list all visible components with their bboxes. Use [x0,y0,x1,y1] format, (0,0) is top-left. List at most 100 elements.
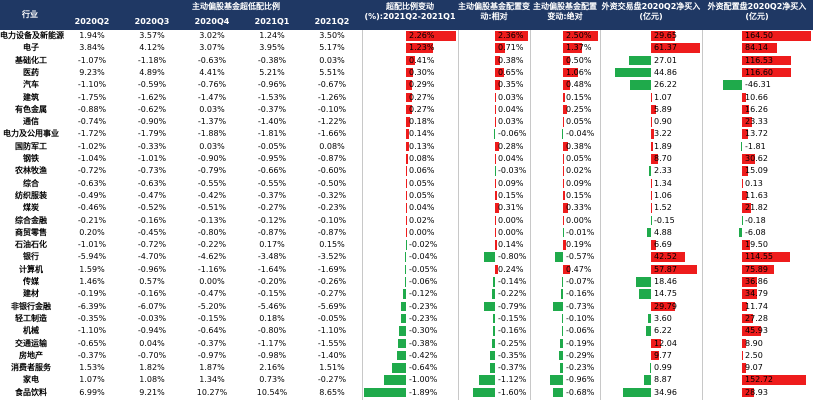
industry-name: 石油石化 [15,240,47,250]
chg-value: 0.29% [409,80,435,90]
quarter-value: -5.20% [197,301,227,311]
ff-bar [651,190,652,201]
fa-bar [742,166,749,176]
quarter-value: -1.62% [137,92,167,102]
table-row: 电力设备及新能源 1.94% 3.57% 3.02% 1.24% 3.50% 2.26% 2.… [0,30,813,42]
abs-value: -0.01% [566,227,595,237]
fa-value: 11.74 [745,301,768,311]
chg-value: 0.05% [409,178,435,188]
abs-bar [562,129,563,139]
quarter-value: -0.46% [77,203,107,213]
chg-bar [364,387,406,398]
header-q1: 2020Q2 [74,17,110,26]
rel-bar [492,326,495,336]
quarter-value: -0.38% [257,55,287,65]
fa-value: 45.93 [745,326,768,336]
abs-value: 1.06% [566,67,592,77]
chg-value: -0.23% [409,313,438,323]
abs-value: 0.33% [566,203,592,213]
abs-bar [563,43,583,53]
quarter-value: -0.55% [197,178,227,188]
rel-value: -0.15% [498,313,527,323]
table-row: 基础化工 -1.07% -1.18% -0.63% -0.38% 0.03% 0.41% 0.… [0,55,813,67]
abs-value: 0.05% [566,154,592,163]
rel-value: 0.14% [498,240,524,250]
abs-bar [563,67,578,78]
chg-bar [406,92,412,102]
industry-name: 商贸零售 [15,227,47,237]
table-row: 建材 -0.19% -0.16% -0.47% -0.15% -0.27% -0.12% -0… [0,288,813,300]
rel-value: 0.24% [498,264,524,274]
industry-name: 传媒 [23,277,39,286]
ff-value: 57.87 [654,264,677,274]
quarter-value: 5.17% [319,43,345,53]
abs-value: 2.50% [566,31,592,40]
column-separator [600,30,601,400]
quarter-value: -0.63% [197,55,227,65]
fa-value: 84.14 [745,43,768,53]
table-row: 传媒 1.46% 0.57% 0.00% -0.20% -0.26% -0.06% -0.14… [0,276,813,288]
quarter-value: 9.21% [139,387,165,397]
abs-value: -0.06% [566,326,595,336]
ff-value: 8.87 [654,375,672,385]
quarter-value: -0.87% [257,227,287,237]
abs-bar [563,154,564,164]
chg-bar [406,154,408,164]
quarter-value: -1.75% [77,92,107,102]
abs-bar [562,326,563,336]
rel-bar [489,363,495,373]
industry-name: 汽车 [23,80,39,90]
table-row: 电力及公用事业 -1.72% -1.79% -1.88% -1.81% -1.66% 0.1… [0,128,813,140]
chg-value: 0.08% [409,154,435,163]
abs-value: 1.37% [566,43,592,53]
fa-bar [739,227,742,238]
quarter-value: -0.73% [137,166,167,176]
quarter-value: 4.89% [139,67,165,77]
quarter-value: -1.17% [257,338,287,348]
chg-value: 0.41% [409,55,435,65]
abs-bar [553,387,563,398]
ff-value: -0.15 [654,215,675,225]
industry-name: 通信 [23,117,39,127]
rel-bar [483,252,495,262]
abs-value: -0.57% [566,252,595,262]
rel-value: 2.36% [498,31,524,40]
abs-value: -0.29% [566,350,595,360]
quarter-value: -3.48% [257,252,287,262]
abs-value: -0.73% [566,301,595,311]
quarter-value: -1.01% [77,240,107,250]
quarter-value: -1.55% [317,338,347,348]
table-row: 商贸零售 0.20% -0.45% -0.80% -0.87% -0.87% 0.00% 0.… [0,227,813,239]
quarter-value: -0.19% [77,289,107,299]
chg-value: -0.02% [409,240,438,250]
abs-bar [561,313,563,324]
ff-bar [615,67,651,78]
rel-value: 0.09% [498,178,524,188]
abs-bar [563,141,569,152]
fa-bar [742,363,746,373]
ff-value: 3.60 [654,313,672,323]
industry-name: 房地产 [19,350,43,360]
ff-bar [643,375,651,385]
chg-value: -0.42% [409,350,438,360]
quarter-value: -0.47% [197,289,227,299]
chg-bar [403,289,406,299]
quarter-value: -0.65% [77,338,107,348]
abs-bar [563,190,566,201]
table-row: 钢铁 -1.04% -1.01% -0.90% -0.95% -0.87% 0.08% 0.0… [0,153,813,165]
ff-bar [651,92,652,102]
ff-value: 5.89 [654,104,672,114]
abs-bar [563,203,568,213]
fa-bar [742,326,762,336]
header-q3: 2020Q4 [194,17,230,26]
header-industry: 行业 [22,10,38,19]
chg-bar [400,301,406,312]
abs-value: -0.04% [566,129,595,139]
abs-value: 0.09% [566,178,592,188]
fa-value: 34.79 [745,289,768,299]
ff-bar [647,227,651,238]
quarter-value: -0.37% [197,338,227,348]
ff-bar [651,252,686,262]
chg-value: -0.23% [409,301,438,311]
quarter-value: -0.16% [137,215,167,225]
